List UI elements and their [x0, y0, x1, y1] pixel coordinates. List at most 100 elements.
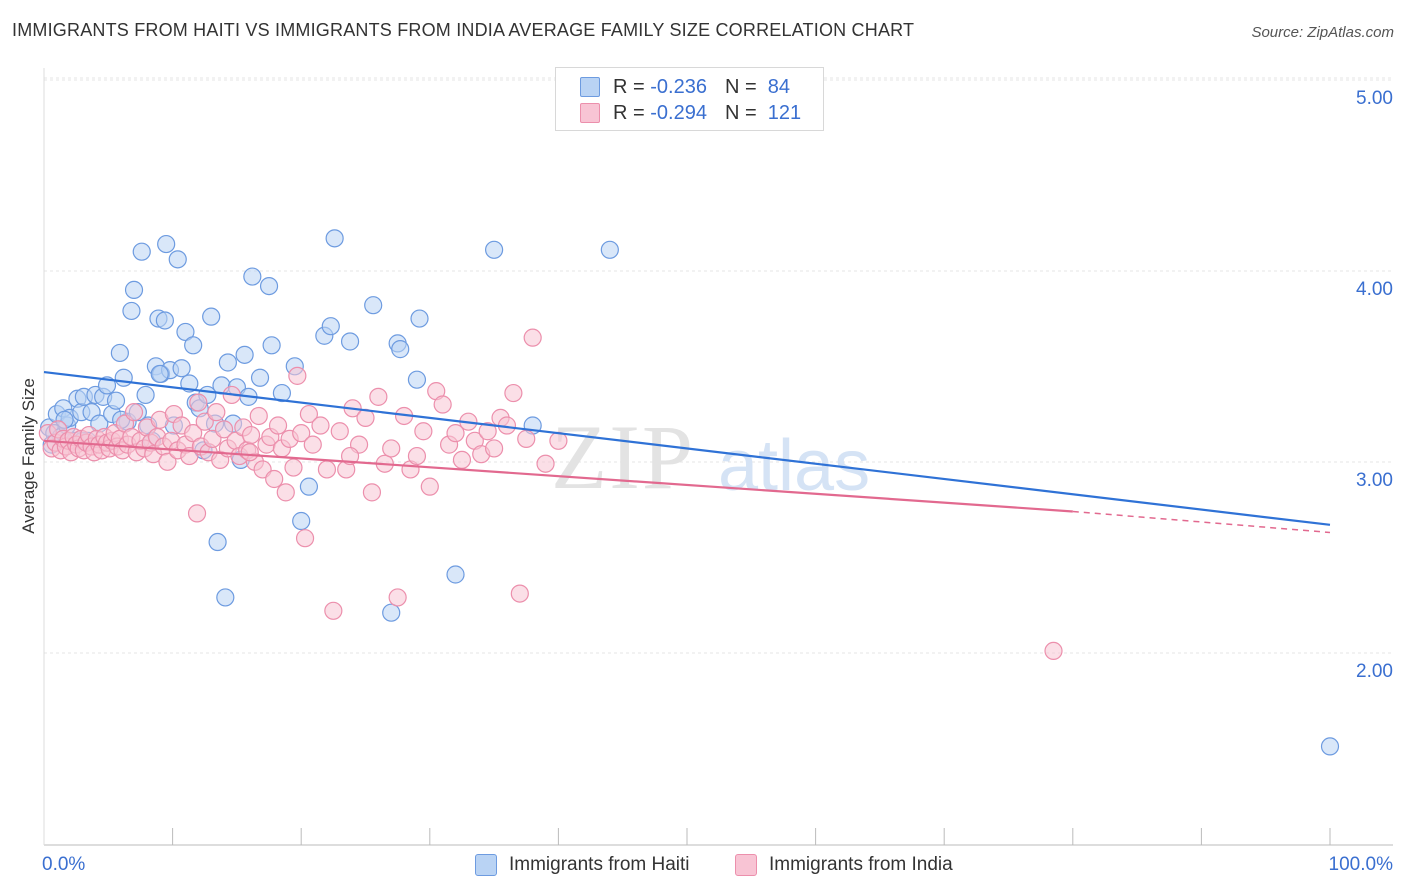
data-point: [97, 376, 117, 395]
y-tick-label: 5.00: [1356, 88, 1393, 109]
trend-line-india: [43, 439, 1073, 513]
trend-line-india-extrapolated: [1072, 510, 1331, 534]
data-point: [536, 454, 555, 473]
data-point: [150, 364, 169, 384]
data-point: [1320, 737, 1340, 756]
watermark-zip: ZIP: [551, 406, 695, 508]
data-point: [114, 368, 133, 387]
data-point: [340, 332, 360, 351]
stats-legend-india: R = -0.294 N = 121: [580, 101, 801, 125]
data-point: [124, 280, 144, 300]
data-point: [259, 276, 279, 296]
data-point: [265, 469, 284, 489]
data-point: [132, 242, 151, 261]
data-point: [362, 483, 382, 502]
haiti-r-label: R =: [613, 75, 645, 98]
data-points: [38, 229, 1340, 756]
data-point: [241, 425, 261, 445]
legend-item-haiti[interactable]: Immigrants from Haiti: [475, 852, 690, 878]
data-point: [485, 439, 504, 458]
data-point: [369, 387, 388, 406]
haiti-n-value: 84: [767, 75, 791, 98]
data-point: [168, 250, 187, 269]
data-point: [189, 393, 208, 412]
data-point: [250, 368, 270, 387]
watermark-atlas: atlas: [718, 426, 870, 506]
legend-haiti-label: Immigrants from Haiti: [509, 854, 690, 875]
data-point: [235, 345, 254, 364]
data-point: [122, 301, 141, 321]
data-point: [325, 229, 344, 248]
data-point: [330, 422, 349, 441]
data-point: [288, 366, 307, 385]
data-point: [523, 328, 542, 347]
haiti-n-label: N =: [724, 75, 757, 98]
data-point: [184, 424, 203, 443]
data-point: [478, 422, 497, 441]
trend-lines: [43, 370, 1331, 534]
data-point: [321, 317, 340, 336]
series-india: [38, 328, 1063, 661]
x-tick-label-min: 0.0%: [42, 854, 85, 875]
data-point: [420, 477, 439, 496]
data-point: [407, 446, 427, 466]
data-point: [504, 383, 523, 403]
data-point: [268, 416, 288, 435]
data-point: [158, 452, 177, 471]
haiti-swatch: [580, 77, 600, 97]
haiti-r-value: -0.236: [650, 75, 707, 98]
india-swatch: [580, 103, 600, 123]
data-point: [187, 504, 207, 523]
data-point: [295, 529, 315, 548]
data-point: [446, 424, 465, 443]
data-point: [340, 446, 360, 466]
series-haiti: [40, 229, 1340, 756]
data-point: [110, 343, 129, 363]
legend-haiti-swatch: [475, 854, 497, 876]
data-point: [243, 267, 262, 286]
data-point: [176, 322, 195, 342]
data-point: [124, 403, 144, 422]
data-point: [414, 422, 433, 441]
data-point: [433, 395, 452, 414]
stats-legend: R = -0.236 N = 84 R = -0.294 N = 121: [555, 67, 824, 131]
legend-india-swatch: [735, 854, 757, 876]
gridlines: [44, 77, 1393, 654]
data-point: [202, 307, 221, 326]
data-point: [485, 240, 504, 259]
y-axis-label: Average Family Size: [19, 378, 38, 534]
x-tick-label-max: 100.0%: [1329, 854, 1394, 875]
data-point: [272, 383, 292, 403]
y-axis-tick-labels: 2.00 3.00 4.00 5.00: [1356, 88, 1393, 682]
data-point: [446, 565, 465, 584]
trend-line-haiti: [43, 370, 1331, 526]
data-point: [262, 336, 281, 355]
data-point: [155, 311, 174, 330]
data-point: [452, 450, 472, 469]
data-point: [276, 483, 295, 502]
data-point: [208, 532, 227, 552]
data-point: [382, 439, 401, 458]
y-tick-label: 2.00: [1356, 661, 1393, 682]
data-point: [218, 353, 237, 372]
data-point: [388, 588, 407, 607]
data-point: [324, 601, 343, 620]
data-point: [207, 403, 226, 422]
data-point: [407, 370, 427, 389]
x-axis-ticks: [172, 828, 1331, 845]
legend-item-india[interactable]: Immigrants from India: [735, 852, 953, 878]
data-point: [106, 391, 126, 410]
data-point: [284, 458, 303, 477]
data-point: [292, 511, 311, 531]
y-tick-label: 3.00: [1356, 470, 1393, 491]
data-point: [299, 404, 319, 424]
india-n-value: 121: [767, 101, 802, 124]
data-point: [292, 424, 311, 443]
data-point: [216, 588, 235, 607]
legend-india-label: Immigrants from India: [769, 854, 953, 875]
stats-legend-haiti: R = -0.236 N = 84: [580, 75, 790, 99]
data-point: [1044, 641, 1063, 661]
data-point: [249, 406, 268, 426]
india-n-label: N =: [724, 101, 757, 124]
data-point: [382, 603, 401, 622]
